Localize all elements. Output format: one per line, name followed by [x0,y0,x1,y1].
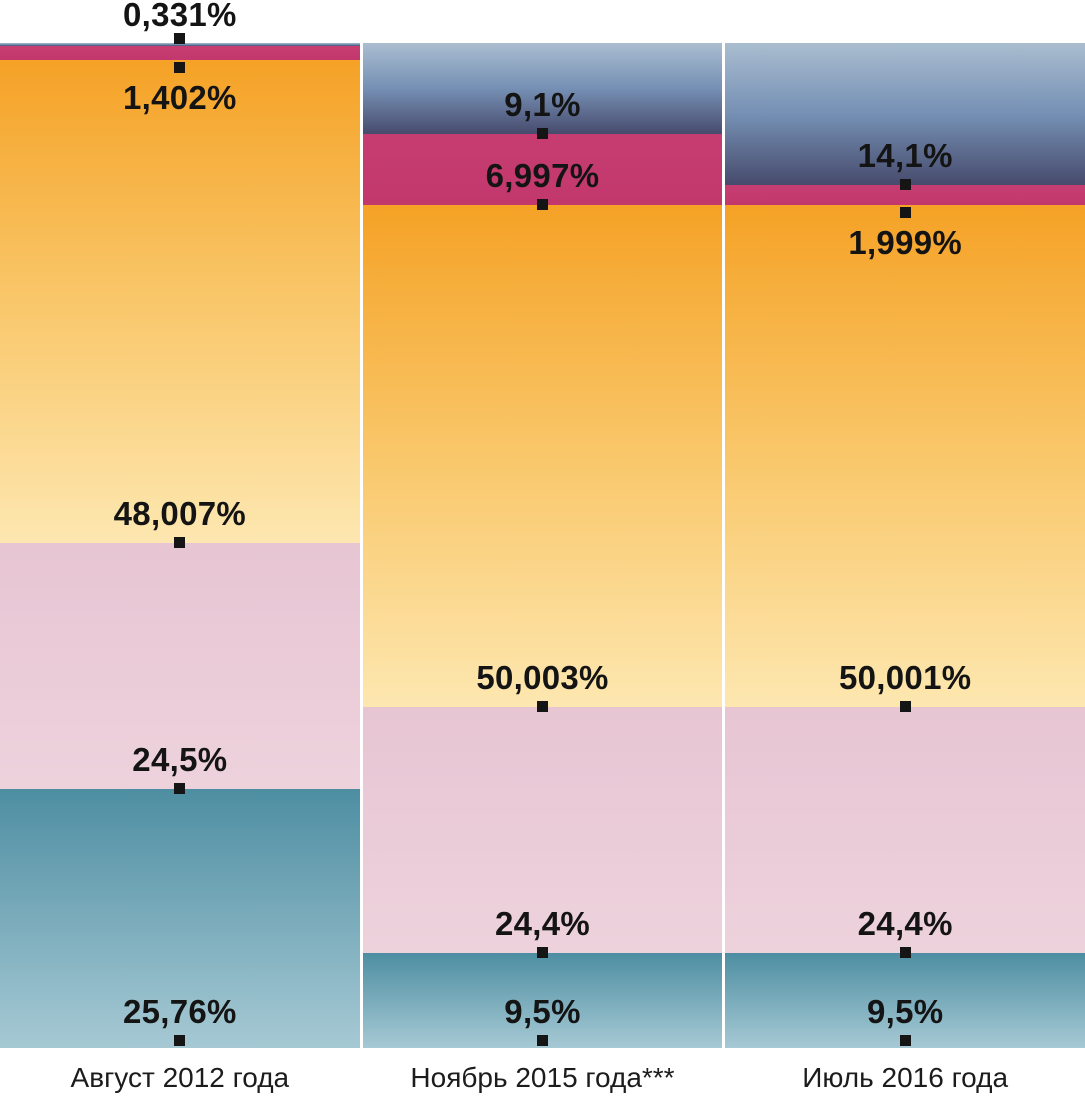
bar-column: 14,1% 1,999% 50,001% 24,4% 9,5% [725,43,1085,1048]
value-label: 0,331% [122,0,237,33]
bar-segment-pink [362,707,723,953]
bar-segment-magenta [0,46,360,61]
x-axis-label: Август 2012 года [70,1062,290,1093]
bar-column: 9,1% 6,997% 50,003% 24,4% 9,5% [362,43,723,1048]
bar-segment-orange [362,204,723,708]
bar-segment-pink [0,542,360,790]
bar-segment-slate-blue-top [0,43,360,47]
bar-segment-slate-blue-top [362,43,723,135]
bar-segment-orange [725,204,1085,708]
x-axis-label: Июль 2016 года [802,1062,1009,1093]
bar-segment-magenta [362,134,723,205]
bar-segment-slate-blue-top [725,43,1085,185]
bar-segment-pink [725,707,1085,953]
bar-segment-teal [0,789,360,1048]
plot-area: 0,331% 1,402% 48,007% 24,5% 25,76% 9,1% 6,997%… [0,0,1085,1048]
bar-segment-orange [0,60,360,543]
x-axis-label: Ноябрь 2015 года*** [410,1062,675,1093]
bar-segment-teal [362,952,723,1048]
x-axis: Август 2012 года Ноябрь 2015 года*** Июль … [0,1048,1085,1094]
bar-segment-teal [725,952,1085,1048]
bar-segment-magenta [725,184,1085,205]
bar-column: 0,331% 1,402% 48,007% 24,5% 25,76% [0,0,360,1048]
value-label-group: 0,331% [0,0,360,44]
